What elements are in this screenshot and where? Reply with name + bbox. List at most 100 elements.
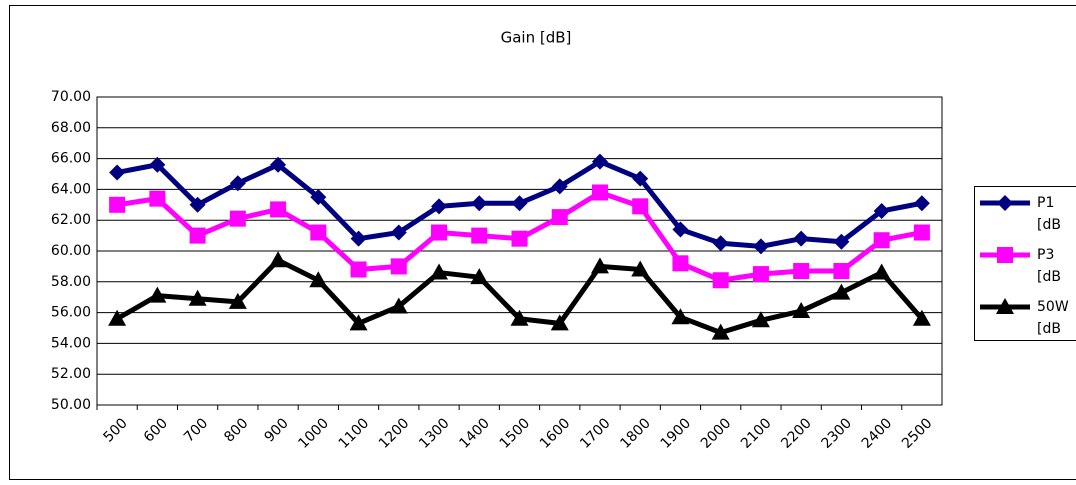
point-marker <box>188 289 207 306</box>
point-marker <box>712 272 729 289</box>
x-tick-label: 2500 <box>899 415 936 452</box>
point-marker <box>833 263 850 280</box>
x-tick-label: 2400 <box>859 415 896 452</box>
point-marker <box>793 230 810 247</box>
x-tick-label: 1800 <box>617 415 654 452</box>
point-marker <box>511 230 528 247</box>
point-marker <box>270 201 287 218</box>
point-marker <box>712 235 729 252</box>
point-marker <box>350 230 367 247</box>
x-tick-label: 500 <box>101 415 131 445</box>
point-marker <box>551 209 568 226</box>
point-marker <box>672 221 689 238</box>
point-marker <box>672 255 689 272</box>
point-marker <box>631 260 650 277</box>
point-marker <box>390 258 407 275</box>
point-marker <box>551 178 568 195</box>
chart-title: Gain [dB] <box>501 29 572 47</box>
point-marker <box>390 224 407 241</box>
x-tick-label: 2300 <box>819 415 856 452</box>
point-marker <box>148 286 167 303</box>
point-marker <box>350 261 367 278</box>
point-marker <box>229 175 246 192</box>
point-marker <box>671 308 690 325</box>
point-marker <box>149 156 166 173</box>
x-tick-label: 1700 <box>577 415 614 452</box>
y-tick-label: 50.00 <box>51 397 91 413</box>
point-marker <box>752 238 769 255</box>
point-marker <box>632 170 649 187</box>
point-marker <box>873 202 890 219</box>
x-tick-label: 2000 <box>698 415 735 452</box>
x-tick-label: 2100 <box>738 415 775 452</box>
legend-label: P1 [dB <box>1037 195 1061 233</box>
x-tick-label: 2200 <box>778 415 815 452</box>
point-marker <box>470 268 489 285</box>
point-marker <box>832 283 851 300</box>
point-marker <box>431 224 448 241</box>
legend-box <box>974 186 1076 341</box>
point-marker <box>229 210 246 227</box>
point-marker <box>349 314 368 331</box>
point-marker <box>149 190 166 207</box>
point-marker <box>591 184 608 201</box>
x-tick-label: 1000 <box>295 415 332 452</box>
x-tick-label: 800 <box>221 415 251 445</box>
point-marker <box>590 257 609 274</box>
point-marker <box>430 263 449 280</box>
y-tick-label: 60.00 <box>51 243 91 259</box>
point-marker <box>591 153 608 170</box>
point-marker <box>108 309 127 326</box>
y-tick-label: 66.00 <box>51 151 91 167</box>
point-marker <box>912 309 931 326</box>
point-marker <box>997 247 1013 263</box>
point-marker <box>996 298 1014 314</box>
y-tick-label: 62.00 <box>51 212 91 228</box>
point-marker <box>511 195 528 212</box>
y-tick-label: 54.00 <box>51 335 91 351</box>
plot-area <box>96 96 943 406</box>
legend-label: P3 [dB <box>1037 247 1061 285</box>
point-marker <box>109 196 126 213</box>
chart-frame <box>9 5 1076 480</box>
point-marker <box>189 227 206 244</box>
x-tick-label: 1100 <box>336 415 373 452</box>
y-tick-label: 70.00 <box>51 89 91 105</box>
point-marker <box>471 227 488 244</box>
x-tick-label: 1300 <box>416 415 453 452</box>
point-marker <box>913 195 930 212</box>
point-marker <box>431 198 448 215</box>
point-marker <box>269 251 288 268</box>
point-marker <box>510 309 529 326</box>
x-tick-label: 1400 <box>456 415 493 452</box>
point-marker <box>550 314 569 331</box>
point-marker <box>228 292 247 309</box>
y-tick-label: 52.00 <box>51 366 91 382</box>
x-tick-label: 1900 <box>658 415 695 452</box>
x-tick-label: 700 <box>181 415 211 445</box>
y-tick-label: 64.00 <box>51 181 91 197</box>
point-marker <box>873 232 890 249</box>
point-marker <box>632 198 649 215</box>
point-marker <box>793 263 810 280</box>
point-marker <box>471 195 488 212</box>
point-marker <box>270 156 287 173</box>
point-marker <box>872 263 891 280</box>
legend-label: 50W [dB <box>1037 299 1069 337</box>
x-tick-label: 1500 <box>497 415 534 452</box>
point-marker <box>310 224 327 241</box>
y-tick-label: 56.00 <box>51 305 91 321</box>
point-marker <box>711 323 730 340</box>
point-marker <box>109 164 126 181</box>
y-tick-label: 58.00 <box>51 274 91 290</box>
point-marker <box>751 311 770 328</box>
point-marker <box>997 195 1013 211</box>
x-tick-label: 1600 <box>537 415 574 452</box>
point-marker <box>833 233 850 250</box>
point-marker <box>752 266 769 283</box>
point-marker <box>189 196 206 213</box>
point-marker <box>309 271 328 288</box>
point-marker <box>913 224 930 241</box>
